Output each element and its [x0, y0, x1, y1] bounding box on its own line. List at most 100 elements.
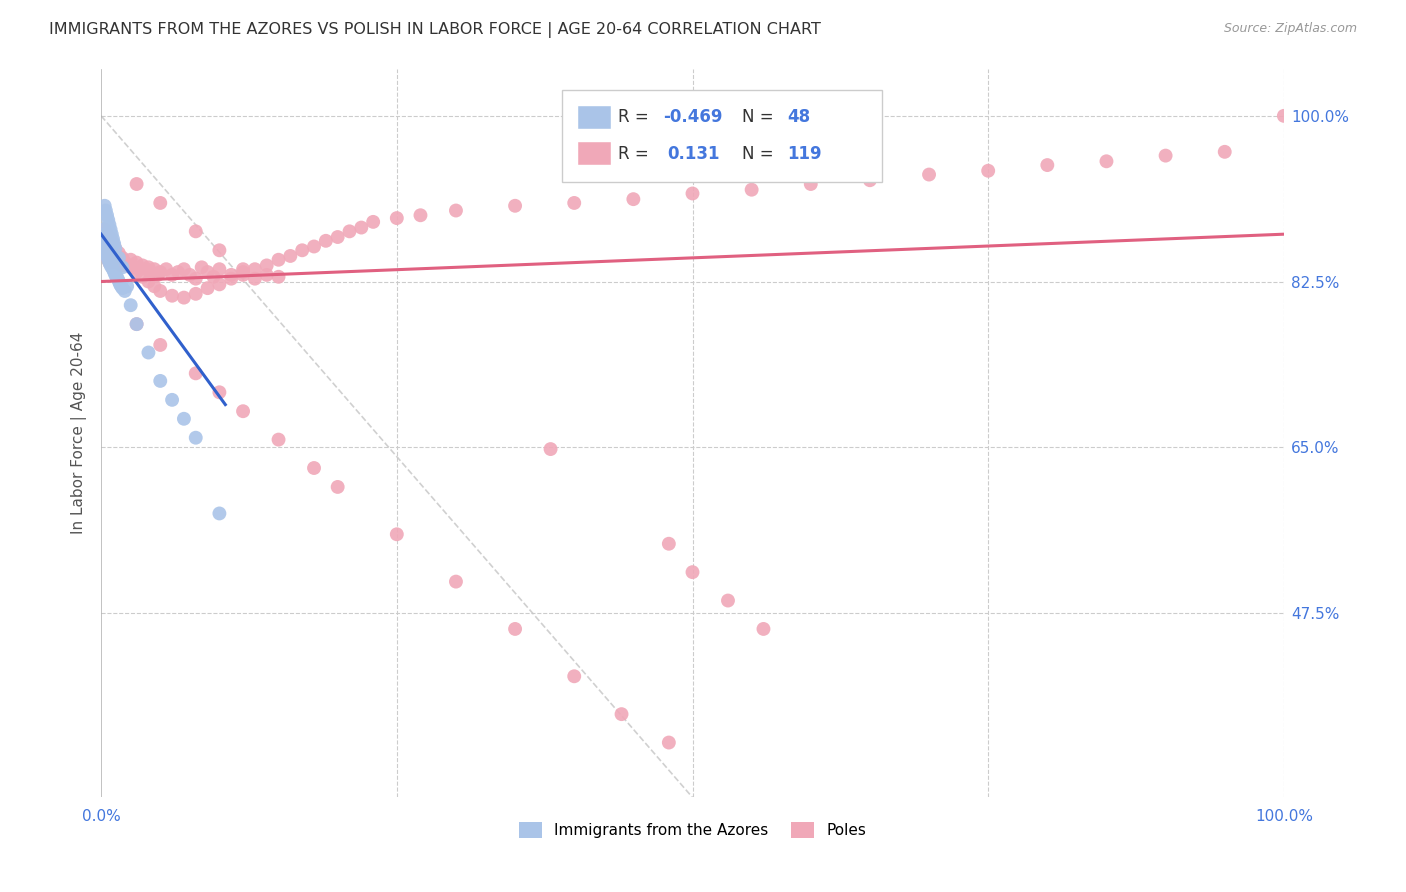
Y-axis label: In Labor Force | Age 20-64: In Labor Force | Age 20-64 — [72, 332, 87, 534]
Point — [98, 218, 121, 232]
Point — [111, 281, 134, 295]
Point — [184, 286, 207, 301]
Point — [115, 259, 138, 273]
Point — [97, 239, 120, 253]
Point — [1154, 148, 1177, 162]
Point — [208, 385, 231, 400]
Point — [385, 211, 408, 225]
Point — [93, 222, 115, 236]
Point — [160, 289, 183, 303]
Point — [208, 277, 231, 292]
Point — [93, 199, 115, 213]
Point — [267, 433, 290, 447]
Point — [409, 208, 432, 222]
Point — [98, 255, 121, 269]
Point — [103, 265, 125, 279]
Point — [167, 265, 190, 279]
Point — [658, 537, 681, 551]
Point — [103, 251, 125, 265]
Point — [122, 260, 145, 275]
Point — [125, 317, 148, 331]
Point — [100, 249, 122, 263]
Point — [503, 622, 526, 636]
Text: Source: ZipAtlas.com: Source: ZipAtlas.com — [1223, 22, 1357, 36]
Point — [280, 249, 302, 263]
Text: 119: 119 — [787, 145, 821, 163]
Point — [100, 232, 122, 246]
Point — [232, 404, 254, 418]
Point — [315, 234, 337, 248]
Point — [108, 275, 131, 289]
Point — [610, 707, 633, 722]
Point — [120, 252, 142, 267]
Point — [107, 271, 129, 285]
Text: R =: R = — [619, 145, 654, 163]
Point — [160, 392, 183, 407]
Point — [100, 260, 122, 275]
Point — [267, 269, 290, 284]
Point — [94, 230, 117, 244]
Point — [125, 317, 148, 331]
Text: -0.469: -0.469 — [664, 108, 723, 127]
Point — [101, 232, 124, 246]
FancyBboxPatch shape — [578, 142, 610, 166]
Point — [184, 224, 207, 238]
Point — [149, 338, 172, 352]
Point — [94, 246, 117, 260]
Point — [96, 249, 118, 263]
Point — [108, 255, 131, 269]
Point — [125, 177, 148, 191]
Point — [114, 284, 136, 298]
FancyBboxPatch shape — [562, 90, 882, 181]
Point — [621, 192, 644, 206]
Legend: Immigrants from the Azores, Poles: Immigrants from the Azores, Poles — [513, 816, 872, 845]
Point — [197, 265, 219, 279]
Point — [350, 220, 373, 235]
Text: N =: N = — [742, 145, 779, 163]
Point — [361, 215, 384, 229]
Point — [138, 345, 160, 359]
Point — [184, 431, 207, 445]
Point — [173, 262, 195, 277]
Point — [111, 251, 134, 265]
Point — [100, 259, 122, 273]
Point — [131, 269, 153, 284]
Point — [125, 265, 148, 279]
Point — [184, 367, 207, 381]
Text: IMMIGRANTS FROM THE AZORES VS POLISH IN LABOR FORCE | AGE 20-64 CORRELATION CHAR: IMMIGRANTS FROM THE AZORES VS POLISH IN … — [49, 22, 821, 38]
Point — [1213, 145, 1236, 159]
Point — [100, 249, 122, 263]
Point — [540, 442, 562, 456]
Point — [101, 252, 124, 267]
Text: 48: 48 — [787, 108, 810, 127]
Point — [800, 177, 823, 191]
Point — [326, 230, 349, 244]
Point — [291, 244, 314, 258]
Point — [96, 234, 118, 248]
Text: 0.131: 0.131 — [668, 145, 720, 163]
Point — [96, 249, 118, 263]
Point — [104, 241, 127, 255]
Text: R =: R = — [619, 108, 654, 127]
Point — [503, 199, 526, 213]
Point — [658, 735, 681, 749]
Point — [100, 246, 122, 260]
Point — [128, 262, 150, 277]
Point — [339, 224, 361, 238]
Point — [184, 271, 207, 285]
Point — [111, 252, 134, 267]
Point — [105, 255, 128, 269]
Point — [107, 249, 129, 263]
Point — [1272, 109, 1295, 123]
Point — [108, 246, 131, 260]
Point — [101, 246, 124, 260]
Point — [120, 298, 142, 312]
Point — [232, 268, 254, 282]
Point — [444, 574, 467, 589]
Point — [100, 244, 122, 258]
Point — [138, 260, 160, 275]
Point — [104, 268, 127, 282]
Point — [101, 236, 124, 251]
Point — [138, 275, 160, 289]
Point — [111, 260, 134, 275]
